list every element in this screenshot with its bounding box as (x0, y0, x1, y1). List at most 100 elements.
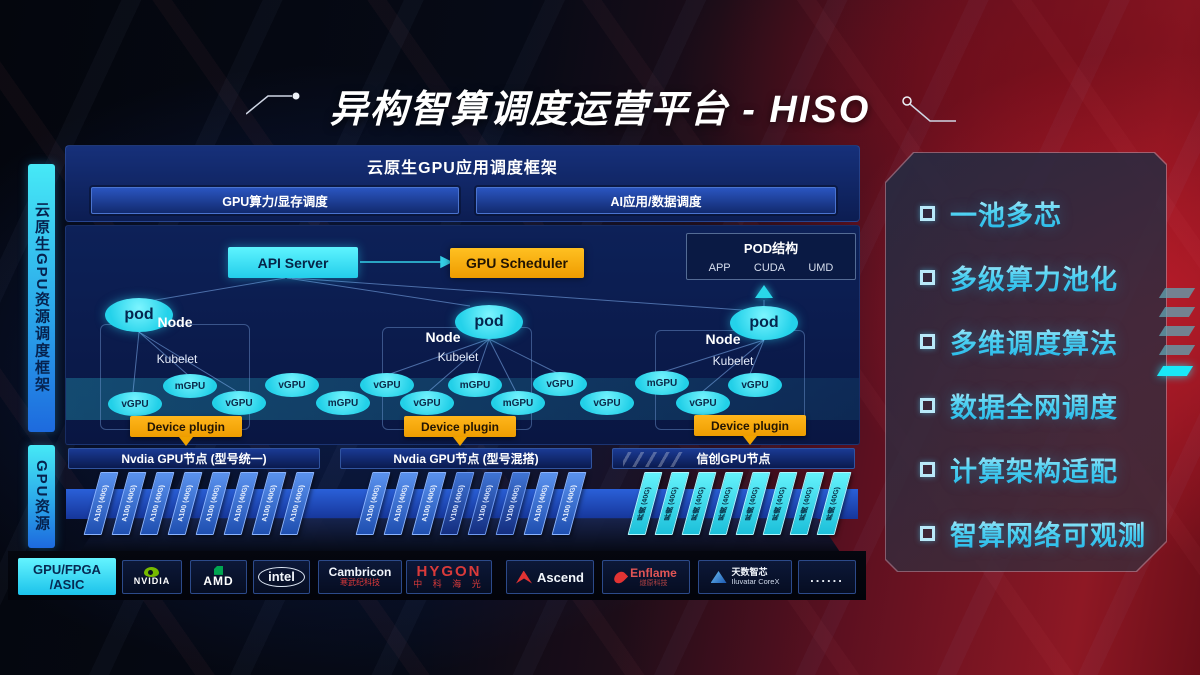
feature-label: 数据全网调度 (950, 386, 1118, 425)
gpu-compute-schedule-bar: GPU算力/显存调度 (91, 187, 459, 214)
gpu-oval: vGPU (265, 373, 319, 397)
feature-item: 多级算力池化 (920, 261, 1118, 293)
hazard-stripe-icon (1158, 345, 1196, 355)
app-framework-panel: 云原生GPU应用调度框架 GPU算力/显存调度 AI应用/数据调度 (65, 145, 860, 222)
hardware-type-label: GPU/FPGA /ASIC (18, 558, 116, 595)
vendor-hygon: HYGON 中 科 海 光 (406, 560, 492, 594)
gpu-group-header-2: Nvdia GPU节点 (型号混搭) (340, 448, 592, 469)
pod-struct-item-umd: UMD (808, 262, 834, 274)
enflame-label: Enflame (630, 565, 677, 580)
feature-label: 智算网络可观测 (950, 514, 1146, 553)
gpu-oval: vGPU (212, 391, 266, 415)
gpu-card-group-2: A100 (40G) A100 (40G) A100 (40G) V100 (4… (340, 472, 600, 542)
gpu-group-header-1: Nvdia GPU节点 (型号统一) (68, 448, 320, 469)
gpu-oval: mGPU (163, 374, 217, 398)
amd-label: AMD (203, 573, 234, 588)
sidebar-bottom-label: GPU资源 (33, 460, 50, 533)
iluvatar-sublabel: Iluvatar CoreX (731, 576, 780, 586)
header-stripes-decoration (623, 452, 683, 467)
hazard-stripe-bright-icon (1156, 366, 1194, 376)
hardware-type-line1: GPU/FPGA (33, 561, 101, 577)
features-panel-inner: 一池多芯 多级算力池化 多维调度算法 数据全网调度 计算架构适配 智算网络可观测 (886, 153, 1166, 571)
ascend-logo-icon (516, 570, 533, 584)
square-bullet-icon (920, 526, 935, 541)
pod-struct-box: POD结构 APP CUDA UMD (686, 233, 856, 280)
nvidia-label: NVIDIA (133, 576, 171, 587)
feature-item: 计算架构适配 (920, 453, 1118, 485)
feature-label: 一池多芯 (950, 194, 1062, 233)
pod-struct-title: POD结构 (743, 241, 799, 256)
square-bullet-icon (920, 398, 935, 413)
kubelet-label-3: Kubelet (712, 354, 754, 368)
others-label: ...... (810, 569, 844, 585)
square-bullet-icon (920, 206, 935, 221)
hazard-stripe-icon (1158, 307, 1196, 317)
hazard-stripe-icon (1158, 326, 1196, 336)
app-framework-title: 云原生GPU应用调度框架 (367, 160, 558, 177)
gpu-oval: vGPU (676, 391, 730, 415)
hardware-type-line2: /ASIC (49, 576, 85, 592)
gpu-oval: mGPU (635, 371, 689, 395)
ai-data-schedule-bar: AI应用/数据调度 (476, 187, 836, 214)
feature-item: 数据全网调度 (920, 389, 1118, 421)
kubelet-label-1: Kubelet (156, 352, 198, 366)
enflame-sublabel: 燧原科技 (639, 579, 668, 587)
api-server-box: API Server (228, 247, 358, 278)
node-label-1: Node (157, 314, 193, 330)
feature-item: 智算网络可观测 (920, 517, 1146, 549)
feature-label: 多级算力池化 (950, 258, 1118, 297)
sidebar-top-label: 云原生GPU资源调度框架 (33, 202, 50, 394)
vendor-iluvatar: 天数智芯 Iluvatar CoreX (698, 560, 792, 594)
hygon-sublabel: 中 科 海 光 (413, 579, 485, 590)
pod-oval-1: pod (105, 298, 173, 332)
pod-oval-2: pod (455, 305, 523, 339)
pod-oval-3: pod (730, 306, 798, 340)
page-title: 异构智算调度运营平台 - HISO (329, 89, 871, 131)
gpu-group-header-3-label: 信创GPU节点 (696, 452, 771, 466)
vendor-others: ...... (798, 560, 856, 594)
feature-item: 一池多芯 (920, 197, 1062, 229)
gpu-oval: mGPU (491, 391, 545, 415)
hazard-stripe-icon (1158, 288, 1196, 298)
pod-struct-item-app: APP (708, 262, 731, 274)
vendor-amd: AMD (190, 560, 247, 594)
pod-up-arrow-icon (755, 285, 773, 298)
device-plugin-1: Device plugin (130, 416, 242, 446)
amd-logo-icon (213, 565, 223, 575)
gpu-oval: mGPU (316, 391, 370, 415)
sidebar-gpu-resource: GPU资源 (28, 445, 55, 548)
pod-struct-items: APP CUDA UMD (687, 262, 855, 274)
feature-label: 计算架构适配 (950, 450, 1118, 489)
kubelet-label-2: Kubelet (437, 350, 479, 364)
gpu-group-header-3: 信创GPU节点 (612, 448, 855, 469)
cambricon-label: Cambricon (328, 565, 392, 579)
enflame-logo-icon (612, 568, 629, 586)
ascend-label: Ascend (537, 569, 584, 585)
gpu-oval: vGPU (360, 373, 414, 397)
gpu-card-group-1: A100 (40G) A100 (40G) A100 (40G) A100 (4… (68, 472, 328, 542)
sidebar-cloud-gpu-framework: 云原生GPU资源调度框架 (28, 164, 55, 432)
gpu-oval: vGPU (400, 391, 454, 415)
gpu-card: A100 (40G) (279, 472, 315, 535)
gpu-oval: vGPU (533, 372, 587, 396)
cambricon-sublabel: 寒武纪科技 (340, 578, 380, 588)
device-plugin-2: Device plugin (404, 416, 516, 446)
vendor-ascend: Ascend (506, 560, 594, 594)
device-plugin-3: Device plugin (694, 415, 806, 445)
feature-label: 多维调度算法 (950, 322, 1118, 361)
gpu-oval: mGPU (448, 373, 502, 397)
vendor-enflame: Enflame 燧原科技 (602, 560, 690, 594)
iluvatar-logo-icon (710, 571, 727, 583)
node-label-2: Node (425, 329, 461, 345)
vendor-intel: intel (253, 560, 310, 594)
feature-item: 多维调度算法 (920, 325, 1118, 357)
features-panel: 一池多芯 多级算力池化 多维调度算法 数据全网调度 计算架构适配 智算网络可观测 (885, 152, 1167, 572)
gpu-card-group-3: 昇腾 (40G) 昇腾 (40G) 昇腾 (40G) 昇腾 (40G) 昇腾 (… (612, 472, 872, 542)
gpu-oval: vGPU (728, 373, 782, 397)
nvidia-logo-icon (144, 567, 160, 578)
square-bullet-icon (920, 334, 935, 349)
vendor-cambricon: Cambricon 寒武纪科技 (318, 560, 402, 594)
vendor-nvidia: NVIDIA (122, 560, 182, 594)
pod-struct-item-cuda: CUDA (753, 262, 786, 274)
